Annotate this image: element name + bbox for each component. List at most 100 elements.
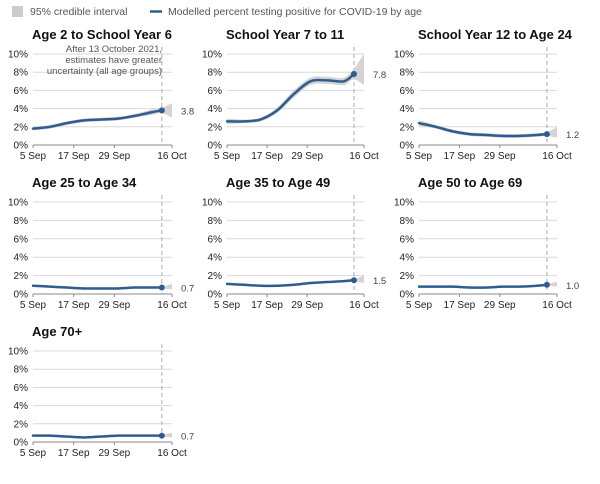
- panel-6: Age 50 to Age 69 0% 2% 4% 6% 8% 10% 5 Sep 17 Sep…: [394, 175, 579, 311]
- y-tick-label: 10%: [8, 347, 28, 358]
- x-tick-label: 5 Sep: [20, 448, 47, 459]
- x-tick-label: 29 Sep: [484, 151, 516, 162]
- y-tick-label: 10%: [202, 198, 222, 209]
- panel-7: Age 70+ 0% 2% 4% 6% 8% 10% 5 Sep 17 Sep 29 Sep 16 …: [8, 324, 194, 459]
- panel-title: School Year 7 to 11: [226, 27, 344, 42]
- y-tick-label: 8%: [14, 365, 29, 376]
- y-tick-label: 2%: [14, 122, 29, 133]
- x-tick-label: 16 Oct: [349, 300, 379, 311]
- y-tick-label: 4%: [400, 104, 415, 115]
- y-tick-label: 0%: [208, 290, 223, 301]
- credible-interval-band: [227, 54, 364, 125]
- y-tick-label: 6%: [208, 234, 223, 245]
- latest-value-label: 1.2: [566, 130, 579, 141]
- y-tick-label: 4%: [14, 401, 29, 412]
- series-line: [225, 72, 356, 123]
- x-tick-label: 16 Oct: [542, 151, 572, 162]
- panel-3: School Year 12 to Age 24 0% 2% 4% 6% 8% 10% 5 S…: [394, 27, 579, 162]
- x-tick-label: 29 Sep: [99, 448, 131, 459]
- y-tick-label: 10%: [202, 50, 222, 61]
- latest-value-label: 7.8: [373, 70, 386, 81]
- y-tick-label: 2%: [208, 271, 223, 282]
- latest-point: [158, 432, 165, 439]
- y-tick-label: 2%: [14, 271, 29, 282]
- uncertainty-note: After 13 October 2021,: [66, 44, 162, 55]
- y-tick-label: 8%: [14, 68, 29, 79]
- y-tick-label: 8%: [400, 216, 415, 227]
- latest-value-label: 1.5: [373, 276, 386, 287]
- series-line: [225, 278, 356, 288]
- x-tick-label: 16 Oct: [157, 300, 187, 311]
- series-line: [31, 109, 164, 130]
- latest-point: [158, 107, 165, 114]
- x-tick-label: 17 Sep: [444, 151, 476, 162]
- uncertainty-note: estimates have greater: [65, 55, 162, 66]
- y-tick-label: 4%: [14, 104, 29, 115]
- y-tick-label: 0%: [208, 141, 223, 152]
- latest-value-label: 1.0: [566, 281, 579, 292]
- y-tick-label: 0%: [400, 141, 415, 152]
- y-tick-label: 4%: [208, 253, 223, 264]
- y-tick-label: 6%: [400, 86, 415, 97]
- y-tick-label: 6%: [14, 383, 29, 394]
- x-tick-label: 29 Sep: [291, 300, 323, 311]
- uncertainty-note: uncertainty (all age groups): [47, 66, 162, 77]
- y-tick-label: 0%: [14, 438, 29, 449]
- panels: Age 2 to School Year 6 0% 2% 4% 6% 8% 10% 5 Sep…: [8, 27, 579, 459]
- series-line: [31, 434, 164, 439]
- y-tick-label: 8%: [400, 68, 415, 79]
- latest-point: [158, 284, 165, 291]
- y-tick-label: 0%: [14, 290, 29, 301]
- y-tick-label: 0%: [14, 141, 29, 152]
- y-tick-label: 10%: [394, 50, 414, 61]
- y-tick-label: 8%: [208, 68, 223, 79]
- x-tick-label: 16 Oct: [542, 300, 572, 311]
- y-tick-label: 10%: [394, 198, 414, 209]
- y-tick-label: 2%: [14, 419, 29, 430]
- x-tick-label: 5 Sep: [406, 300, 433, 311]
- x-tick-label: 29 Sep: [99, 151, 131, 162]
- y-tick-label: 10%: [8, 50, 28, 61]
- legend-band-swatch: [12, 6, 23, 17]
- y-tick-label: 8%: [208, 216, 223, 227]
- y-tick-label: 6%: [400, 234, 415, 245]
- x-tick-label: 17 Sep: [444, 300, 476, 311]
- y-tick-label: 4%: [14, 253, 29, 264]
- x-tick-label: 17 Sep: [251, 300, 283, 311]
- latest-point: [543, 281, 550, 288]
- x-tick-label: 5 Sep: [20, 151, 47, 162]
- latest-value-label: 0.7: [181, 432, 194, 443]
- y-tick-label: 6%: [14, 234, 29, 245]
- y-tick-label: 10%: [8, 198, 28, 209]
- x-tick-label: 5 Sep: [20, 300, 47, 311]
- series-line: [417, 283, 549, 289]
- x-tick-label: 29 Sep: [484, 300, 516, 311]
- y-tick-label: 2%: [400, 271, 415, 282]
- y-tick-label: 6%: [208, 86, 223, 97]
- panel-4: Age 25 to Age 34 0% 2% 4% 6% 8% 10% 5 Sep 17 Sep…: [8, 175, 194, 311]
- panel-title: Age 70+: [32, 324, 83, 339]
- x-tick-label: 16 Oct: [349, 151, 379, 162]
- x-tick-label: 29 Sep: [99, 300, 131, 311]
- y-tick-label: 2%: [208, 122, 223, 133]
- x-tick-label: 5 Sep: [214, 151, 241, 162]
- y-tick-label: 2%: [400, 122, 415, 133]
- series-line: [417, 121, 549, 138]
- panel-1: Age 2 to School Year 6 0% 2% 4% 6% 8% 10% 5 Sep…: [8, 27, 194, 162]
- x-tick-label: 17 Sep: [251, 151, 283, 162]
- y-tick-label: 4%: [400, 253, 415, 264]
- x-tick-label: 17 Sep: [58, 151, 90, 162]
- panel-title: Age 25 to Age 34: [32, 175, 137, 190]
- latest-point: [350, 277, 357, 284]
- series-line: [31, 284, 164, 290]
- y-tick-label: 8%: [14, 216, 29, 227]
- y-tick-label: 4%: [208, 104, 223, 115]
- x-tick-label: 29 Sep: [291, 151, 323, 162]
- latest-point: [350, 71, 357, 78]
- panel-title: Age 2 to School Year 6: [32, 27, 172, 42]
- x-tick-label: 5 Sep: [406, 151, 433, 162]
- x-tick-label: 17 Sep: [58, 448, 90, 459]
- legend-band-label: 95% credible interval: [30, 6, 127, 18]
